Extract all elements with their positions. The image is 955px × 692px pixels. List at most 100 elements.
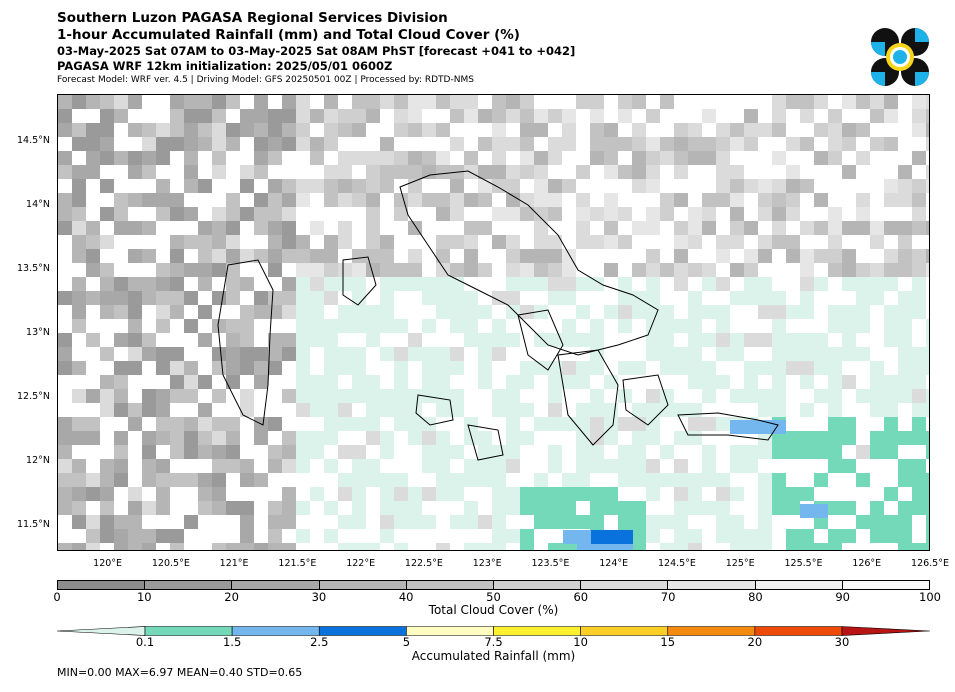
grid-cell bbox=[534, 109, 548, 123]
grid-cell bbox=[548, 459, 562, 473]
grid-cell bbox=[86, 543, 100, 550]
grid-cell bbox=[352, 123, 366, 137]
lon-tick-label: 121.5°E bbox=[278, 558, 317, 569]
grid-cell bbox=[744, 249, 758, 263]
grid-cell bbox=[702, 263, 716, 277]
grid-cell bbox=[58, 445, 72, 459]
grid-cell bbox=[268, 123, 282, 137]
grid-cell bbox=[422, 431, 436, 445]
grid-cell bbox=[268, 151, 282, 165]
grid-cell bbox=[758, 235, 772, 249]
grid-cell bbox=[688, 487, 702, 501]
grid-cell bbox=[366, 417, 380, 431]
cloud-color-swatch bbox=[319, 581, 407, 589]
grid-cell bbox=[352, 95, 366, 109]
grid-cell bbox=[772, 109, 786, 123]
island-outline bbox=[415, 394, 454, 426]
grid-cell bbox=[128, 277, 142, 291]
grid-cell bbox=[212, 207, 226, 221]
grid-cell bbox=[72, 543, 86, 550]
grid-cell bbox=[912, 459, 926, 473]
grid-cell bbox=[912, 417, 926, 431]
grid-cell bbox=[898, 529, 912, 543]
grid-cell bbox=[884, 319, 898, 333]
grid-cell bbox=[100, 389, 114, 403]
grid-cell bbox=[58, 193, 72, 207]
grid-cell bbox=[814, 473, 828, 487]
grid-cell bbox=[576, 193, 590, 207]
grid-cell bbox=[170, 291, 184, 305]
grid-cell bbox=[730, 263, 744, 277]
grid-cell bbox=[744, 389, 758, 403]
grid-cell bbox=[282, 459, 296, 473]
grid-cell bbox=[282, 235, 296, 249]
grid-cell bbox=[394, 263, 408, 277]
grid-cell bbox=[702, 305, 716, 319]
grid-cell bbox=[72, 389, 86, 403]
grid-cell bbox=[730, 221, 744, 235]
grid-cell bbox=[716, 123, 730, 137]
grid-cell bbox=[380, 403, 394, 417]
grid-cell bbox=[590, 123, 604, 137]
grid-cell bbox=[254, 123, 268, 137]
grid-cell bbox=[548, 333, 562, 347]
grid-cell bbox=[478, 179, 492, 193]
grid-cell bbox=[786, 529, 800, 543]
grid-cell bbox=[660, 193, 674, 207]
grid-cell bbox=[856, 151, 870, 165]
grid-cell bbox=[142, 151, 156, 165]
grid-cell bbox=[534, 123, 548, 137]
grid-cell bbox=[618, 207, 632, 221]
grid-cell bbox=[716, 473, 730, 487]
grid-cell bbox=[492, 165, 506, 179]
grid-cell bbox=[408, 109, 422, 123]
grid-cell bbox=[660, 263, 674, 277]
grid-cell bbox=[254, 361, 268, 375]
grid-cell bbox=[100, 137, 114, 151]
grid-cell bbox=[646, 487, 660, 501]
grid-cell bbox=[520, 501, 534, 515]
grid-cell bbox=[282, 179, 296, 193]
cloud-tick-label: 10 bbox=[136, 590, 152, 604]
cloud-tick-label: 90 bbox=[835, 590, 851, 604]
grid-cell bbox=[744, 543, 758, 550]
grid-cell bbox=[926, 515, 929, 529]
grid-cell bbox=[338, 403, 352, 417]
grid-cell bbox=[198, 109, 212, 123]
grid-cell bbox=[926, 445, 929, 459]
grid-cell bbox=[282, 543, 296, 550]
grid-cell bbox=[674, 151, 688, 165]
grid-cell bbox=[184, 109, 198, 123]
grid-cell bbox=[730, 137, 744, 151]
grid-cell bbox=[702, 207, 716, 221]
grid-cell bbox=[212, 95, 226, 109]
grid-cell bbox=[926, 95, 929, 109]
grid-cell bbox=[548, 515, 562, 529]
grid-cell bbox=[142, 543, 156, 550]
grid-cell bbox=[758, 291, 772, 305]
grid-cell bbox=[408, 403, 422, 417]
model-info: Forecast Model: WRF ver. 4.5 | Driving M… bbox=[57, 75, 474, 85]
grid-cell bbox=[912, 221, 926, 235]
grid-cell bbox=[758, 543, 772, 550]
grid-cell bbox=[716, 333, 730, 347]
grid-cell bbox=[688, 305, 702, 319]
grid-cell bbox=[786, 305, 800, 319]
grid-cell bbox=[114, 445, 128, 459]
grid-cell bbox=[170, 235, 184, 249]
grid-cell bbox=[100, 151, 114, 165]
grid-cell bbox=[618, 235, 632, 249]
grid-cell bbox=[744, 459, 758, 473]
grid-cell bbox=[884, 487, 898, 501]
cloud-rain-grid bbox=[58, 95, 929, 550]
grid-cell bbox=[72, 235, 86, 249]
grid-cell bbox=[450, 193, 464, 207]
grid-cell bbox=[702, 501, 716, 515]
cloud-color-swatch bbox=[755, 581, 843, 589]
grid-cell bbox=[114, 473, 128, 487]
grid-cell bbox=[618, 515, 632, 529]
grid-cell bbox=[142, 333, 156, 347]
grid-cell bbox=[842, 305, 856, 319]
grid-cell bbox=[786, 361, 800, 375]
grid-cell bbox=[716, 277, 730, 291]
